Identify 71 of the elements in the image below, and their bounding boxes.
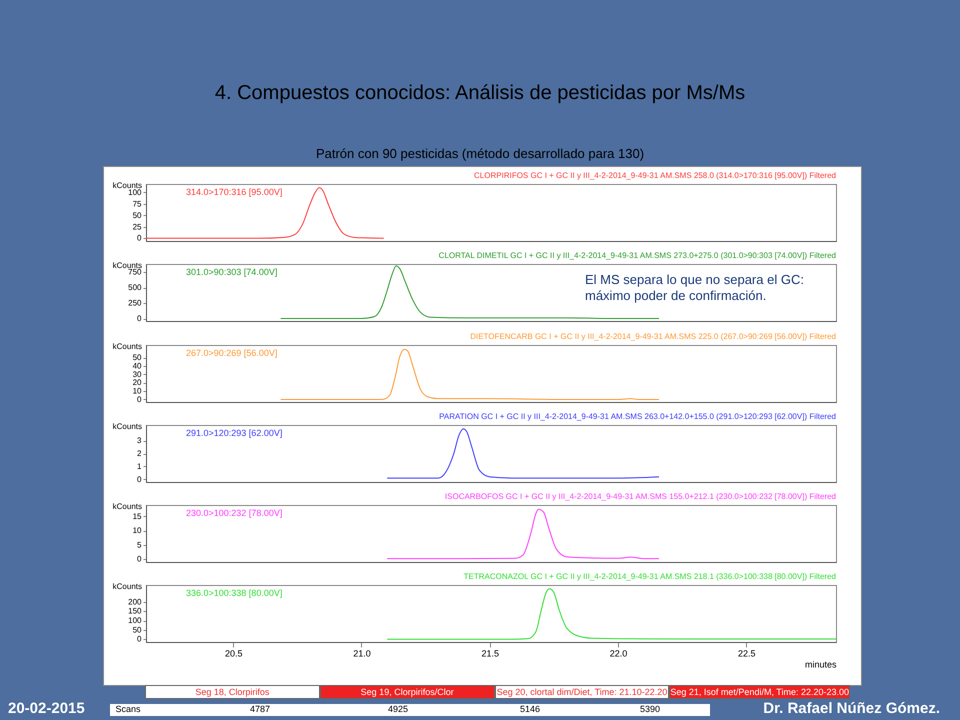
y-tick-label: 20 xyxy=(132,378,142,388)
text: Scans xyxy=(115,704,141,714)
y-axis-title: kCounts xyxy=(112,261,142,270)
text: DIETOFENCARB GC I + GC II y III_4-2-2014_9-49-31 AM.SMS 225.0 (267.0>90:269 [56.00V]) Filtered xyxy=(470,332,836,341)
annotation: 301.0>90:303 [74.00V] xyxy=(186,267,278,277)
y-tick-label: 10 xyxy=(132,526,142,536)
y-tick-label: 0 xyxy=(137,394,142,404)
x-tick-label: 21.5 xyxy=(481,648,499,658)
y-tick-label: 100 xyxy=(128,616,142,626)
annotation: 291.0>120:293 [62.00V] xyxy=(186,428,282,438)
text: Seg 21, Isof met/Pendi/M, Time: 22.20-23.00 xyxy=(669,685,850,699)
annotation: 230.0>100:232 [78.00V] xyxy=(186,508,282,518)
chart-subtitle: Patrón con 90 pesticidas (método desarrollado para 130) xyxy=(314,146,646,161)
x-tick-label: 20.5 xyxy=(224,648,242,658)
text: TETRACONAZOL GC I + GC II y III_4-2-2014_9-49-31 AM.SMS 218.1 (336.0>100:338 [80.00V]) Filtered xyxy=(464,572,836,581)
annotation: El MS separa lo que no separa el GC: máximo poder de confirmación. xyxy=(585,272,823,304)
y-axis-title: kCounts xyxy=(112,582,142,591)
text: 5146 xyxy=(520,704,540,714)
text: Seg 18, Clorpirifos xyxy=(145,685,320,699)
text: PARATION GC I + GC II y III_4-2-2014_9-49-31 AM.SMS 263.0+142.0+155.0 (291.0>120:293 [62.00V]) Filtered xyxy=(439,412,836,421)
y-tick-label: 0 xyxy=(137,634,142,644)
y-tick-label: 3 xyxy=(137,436,142,446)
chart-title: 4. Compuestos conocidos: Análisis de pesticidas por Ms/Ms xyxy=(214,81,746,106)
annotation: 314.0>170:316 [95.00V] xyxy=(186,187,282,197)
y-tick-label: 100 xyxy=(128,188,142,197)
y-tick-label: 2 xyxy=(137,449,142,458)
text: 4925 xyxy=(388,704,408,714)
y-tick-label: 1 xyxy=(137,462,142,471)
text: Seg 20, clortal dim/Diet, Time: 21.10-22.20 xyxy=(494,685,670,699)
annotation: 267.0>90:269 [56.00V] xyxy=(186,348,278,358)
text: ISOCARBOFOS GC I + GC II y III_4-2-2014_9-49-31 AM.SMS 155.0+212.1 (230.0>100:232 [78.00V]) Filtered xyxy=(444,492,836,501)
line-series xyxy=(280,348,660,400)
y-axis-title: kCounts xyxy=(112,502,142,511)
y-tick-label: 0 xyxy=(137,474,142,484)
y-axis-title: kCounts xyxy=(112,422,142,431)
x-tick-label: 21.0 xyxy=(353,648,371,658)
x-tick-label: 22.5 xyxy=(738,648,756,658)
y-tick-label: 500 xyxy=(128,283,142,292)
y-axis-title: kCounts xyxy=(112,181,142,190)
text: 5390 xyxy=(640,704,660,714)
y-tick-label: 0 xyxy=(137,234,142,243)
y-tick-label: 0 xyxy=(137,314,142,324)
y-tick-label: 50 xyxy=(132,353,142,362)
y-tick-label: 10 xyxy=(132,386,142,396)
y-tick-label: 15 xyxy=(132,512,142,521)
y-tick-label: 0 xyxy=(137,554,142,564)
annotation: 336.0>100:338 [80.00V] xyxy=(186,588,282,598)
y-tick-label: 75 xyxy=(132,199,142,208)
y-tick-label: 5 xyxy=(137,540,142,550)
y-tick-label: 50 xyxy=(132,210,142,220)
y-tick-label: 250 xyxy=(128,298,142,308)
y-tick-label: 200 xyxy=(128,597,142,606)
y-tick-label: 50 xyxy=(132,625,142,634)
y-tick-label: 150 xyxy=(128,606,142,616)
x-tick-label: 22.0 xyxy=(610,648,628,658)
line-series xyxy=(386,588,836,640)
y-tick-label: 25 xyxy=(132,222,142,232)
text: Dr. Rafael Núñez Gómez. xyxy=(763,700,940,717)
y-tick-label: 40 xyxy=(132,361,142,370)
x-axis-title: minutes xyxy=(804,660,837,670)
y-axis-title: kCounts xyxy=(112,342,142,351)
text: CLORTAL DIMETIL GC I + GC II y III_4-2-2014_9-49-31 AM.SMS 273.0+275.0 (301.0>90:303 [74.00V]) Filtered xyxy=(438,251,836,260)
line-series xyxy=(386,508,660,560)
text: 20-02-2015 xyxy=(8,700,85,717)
line-series xyxy=(386,428,660,479)
text: 4787 xyxy=(250,704,270,714)
line-series xyxy=(146,187,384,239)
y-tick-label: 30 xyxy=(132,370,142,379)
text: Seg 19, Clorpirifos/Clor xyxy=(320,685,495,699)
y-tick-label: 750 xyxy=(128,268,142,277)
text: CLORPIRIFOS GC I + GC II y III_4-2-2014_9-49-31 AM.SMS 258.0 (314.0>170:316 [95.00V]) Filtered xyxy=(474,171,836,180)
